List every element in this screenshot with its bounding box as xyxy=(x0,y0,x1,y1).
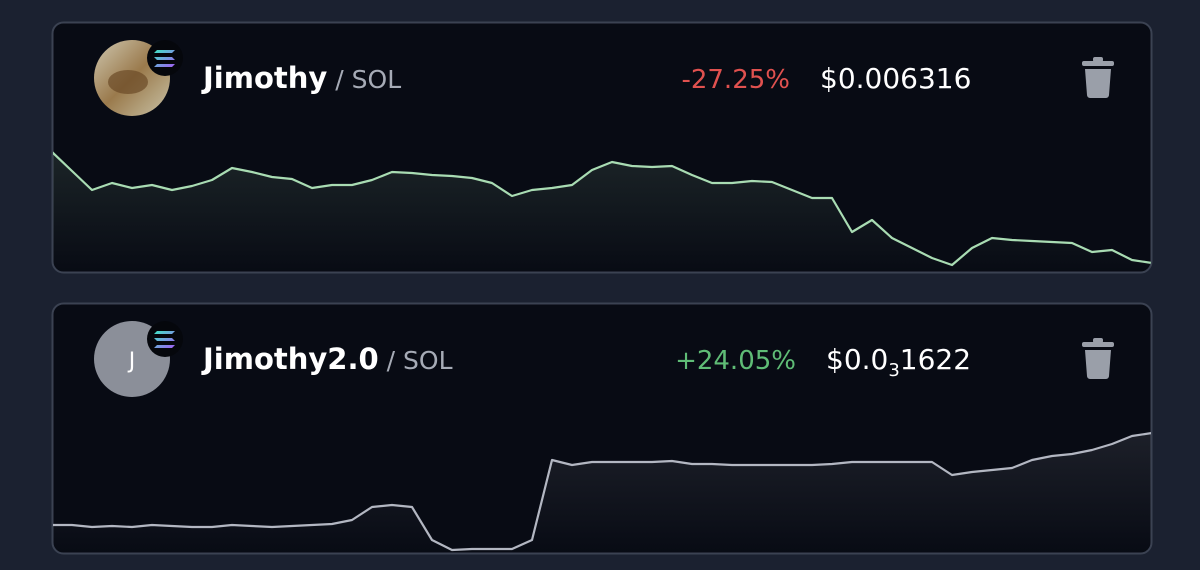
price-change: -27.25% xyxy=(681,65,790,95)
price-text: $0.0 xyxy=(826,343,888,376)
token-name: Jimothy / SOL xyxy=(201,61,401,95)
pair: / SOL xyxy=(387,346,453,375)
price-change: +24.05% xyxy=(675,346,796,376)
pair: / SOL xyxy=(335,65,401,94)
sparkline-area xyxy=(53,151,1151,271)
token-card[interactable]: Jimothy / SOL -27.25% $0.006316 xyxy=(51,21,1153,274)
token-card[interactable]: J Jimothy2.0 / SOL +24.05% $0.031622 xyxy=(51,302,1153,555)
sparkline xyxy=(53,431,1151,552)
token-name-text: Jimothy2.0 xyxy=(201,342,379,376)
avatar-figure xyxy=(108,70,148,94)
chain-badge xyxy=(147,321,183,357)
delete-button[interactable] xyxy=(1082,57,1114,98)
chain-badge xyxy=(147,40,183,76)
sparkline-fill xyxy=(53,152,1151,271)
price-subscript: 3 xyxy=(888,360,899,381)
token-name-text: Jimothy xyxy=(201,61,327,95)
sparkline xyxy=(53,151,1151,267)
price: $0.031622 xyxy=(826,343,971,381)
price: $0.006316 xyxy=(820,62,971,95)
sparkline-area xyxy=(53,431,1151,552)
price-text: $0.006316 xyxy=(820,62,971,95)
avatar-letter: J xyxy=(127,349,136,374)
price-digits: 1622 xyxy=(900,343,971,376)
delete-button[interactable] xyxy=(1082,338,1114,379)
token-name: Jimothy2.0 / SOL xyxy=(201,342,453,376)
